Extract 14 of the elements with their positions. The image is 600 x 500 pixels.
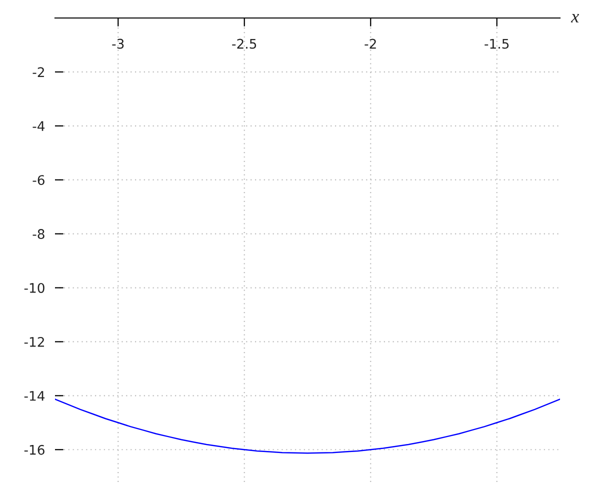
y-tick-label: -2 bbox=[32, 67, 44, 77]
y-tick-label: -4 bbox=[32, 121, 45, 131]
y-tick-label: -16 bbox=[24, 444, 44, 455]
y-tick-label: -8 bbox=[32, 229, 44, 240]
x-tick-label: -2.5 bbox=[232, 38, 256, 49]
y-tick-label: -6 bbox=[32, 175, 44, 186]
x-tick-label: -2 bbox=[364, 38, 376, 49]
y-tick-label: -12 bbox=[24, 336, 44, 347]
x-tick-label: -1.5 bbox=[484, 38, 509, 49]
y-tick-label: -10 bbox=[24, 282, 44, 293]
x-axis-title: x bbox=[570, 14, 580, 22]
x-tick-label: -3 bbox=[112, 38, 124, 49]
y-tick-label: -14 bbox=[24, 391, 45, 401]
line-series bbox=[55, 398, 560, 454]
